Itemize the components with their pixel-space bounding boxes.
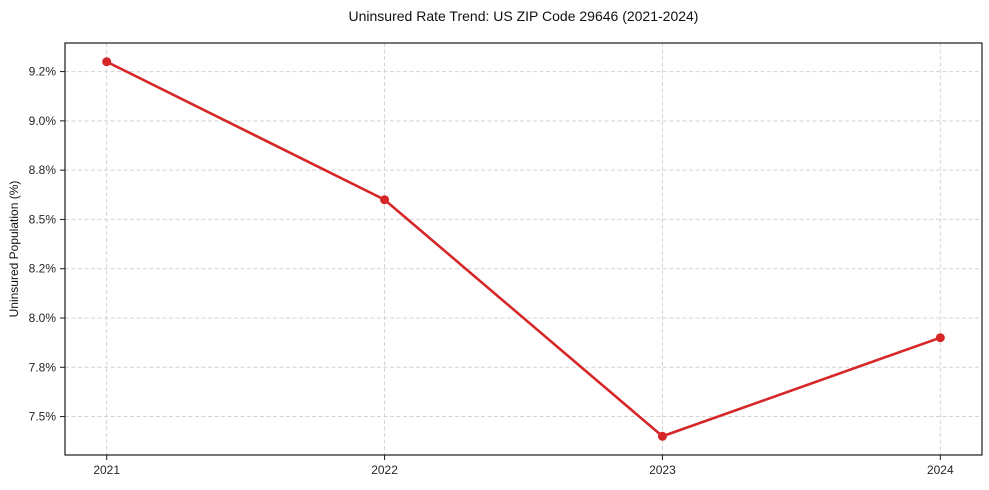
data-point-2022 bbox=[380, 195, 390, 205]
y-tick-label: 8.0% bbox=[29, 311, 57, 325]
y-tick-label: 8.5% bbox=[29, 212, 57, 226]
y-tick-label: 8.8% bbox=[29, 163, 57, 177]
y-tick-label: 8.2% bbox=[29, 262, 57, 276]
x-tick-label: 2023 bbox=[649, 463, 676, 477]
y-tick-label: 7.5% bbox=[29, 410, 57, 424]
data-point-2021 bbox=[102, 57, 112, 67]
x-tick-label: 2022 bbox=[371, 463, 398, 477]
x-tick-label: 2021 bbox=[93, 463, 120, 477]
y-tick-label: 9.0% bbox=[29, 114, 57, 128]
x-tick-label: 2024 bbox=[927, 463, 954, 477]
plot-border bbox=[64, 42, 983, 456]
trend-line bbox=[105, 60, 942, 438]
chart-title: Uninsured Rate Trend: US ZIP Code 29646 … bbox=[348, 8, 699, 24]
y-tick-label: 7.8% bbox=[29, 360, 57, 374]
data-point-2024 bbox=[935, 333, 945, 343]
y-tick-label: 9.2% bbox=[29, 65, 57, 79]
data-point-2023 bbox=[657, 431, 667, 441]
